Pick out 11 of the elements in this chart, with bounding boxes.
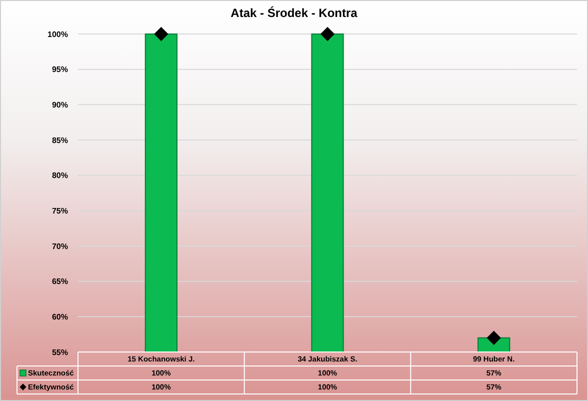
- y-tick-label: 60%: [52, 312, 68, 322]
- y-tick-label: 65%: [52, 277, 68, 286]
- y-tick-label: 75%: [52, 206, 68, 216]
- y-tick-label: 90%: [52, 100, 68, 110]
- y-tick-label: 95%: [52, 65, 68, 74]
- y-tick-label: 80%: [52, 171, 68, 180]
- y-tick-label: 55%: [52, 348, 68, 357]
- y-tick-label: 85%: [52, 136, 68, 145]
- y-tick-label: 100%: [48, 30, 68, 39]
- chart-title: Atak - Środek - Kontra: [230, 6, 358, 20]
- y-tick-label: 70%: [52, 242, 68, 251]
